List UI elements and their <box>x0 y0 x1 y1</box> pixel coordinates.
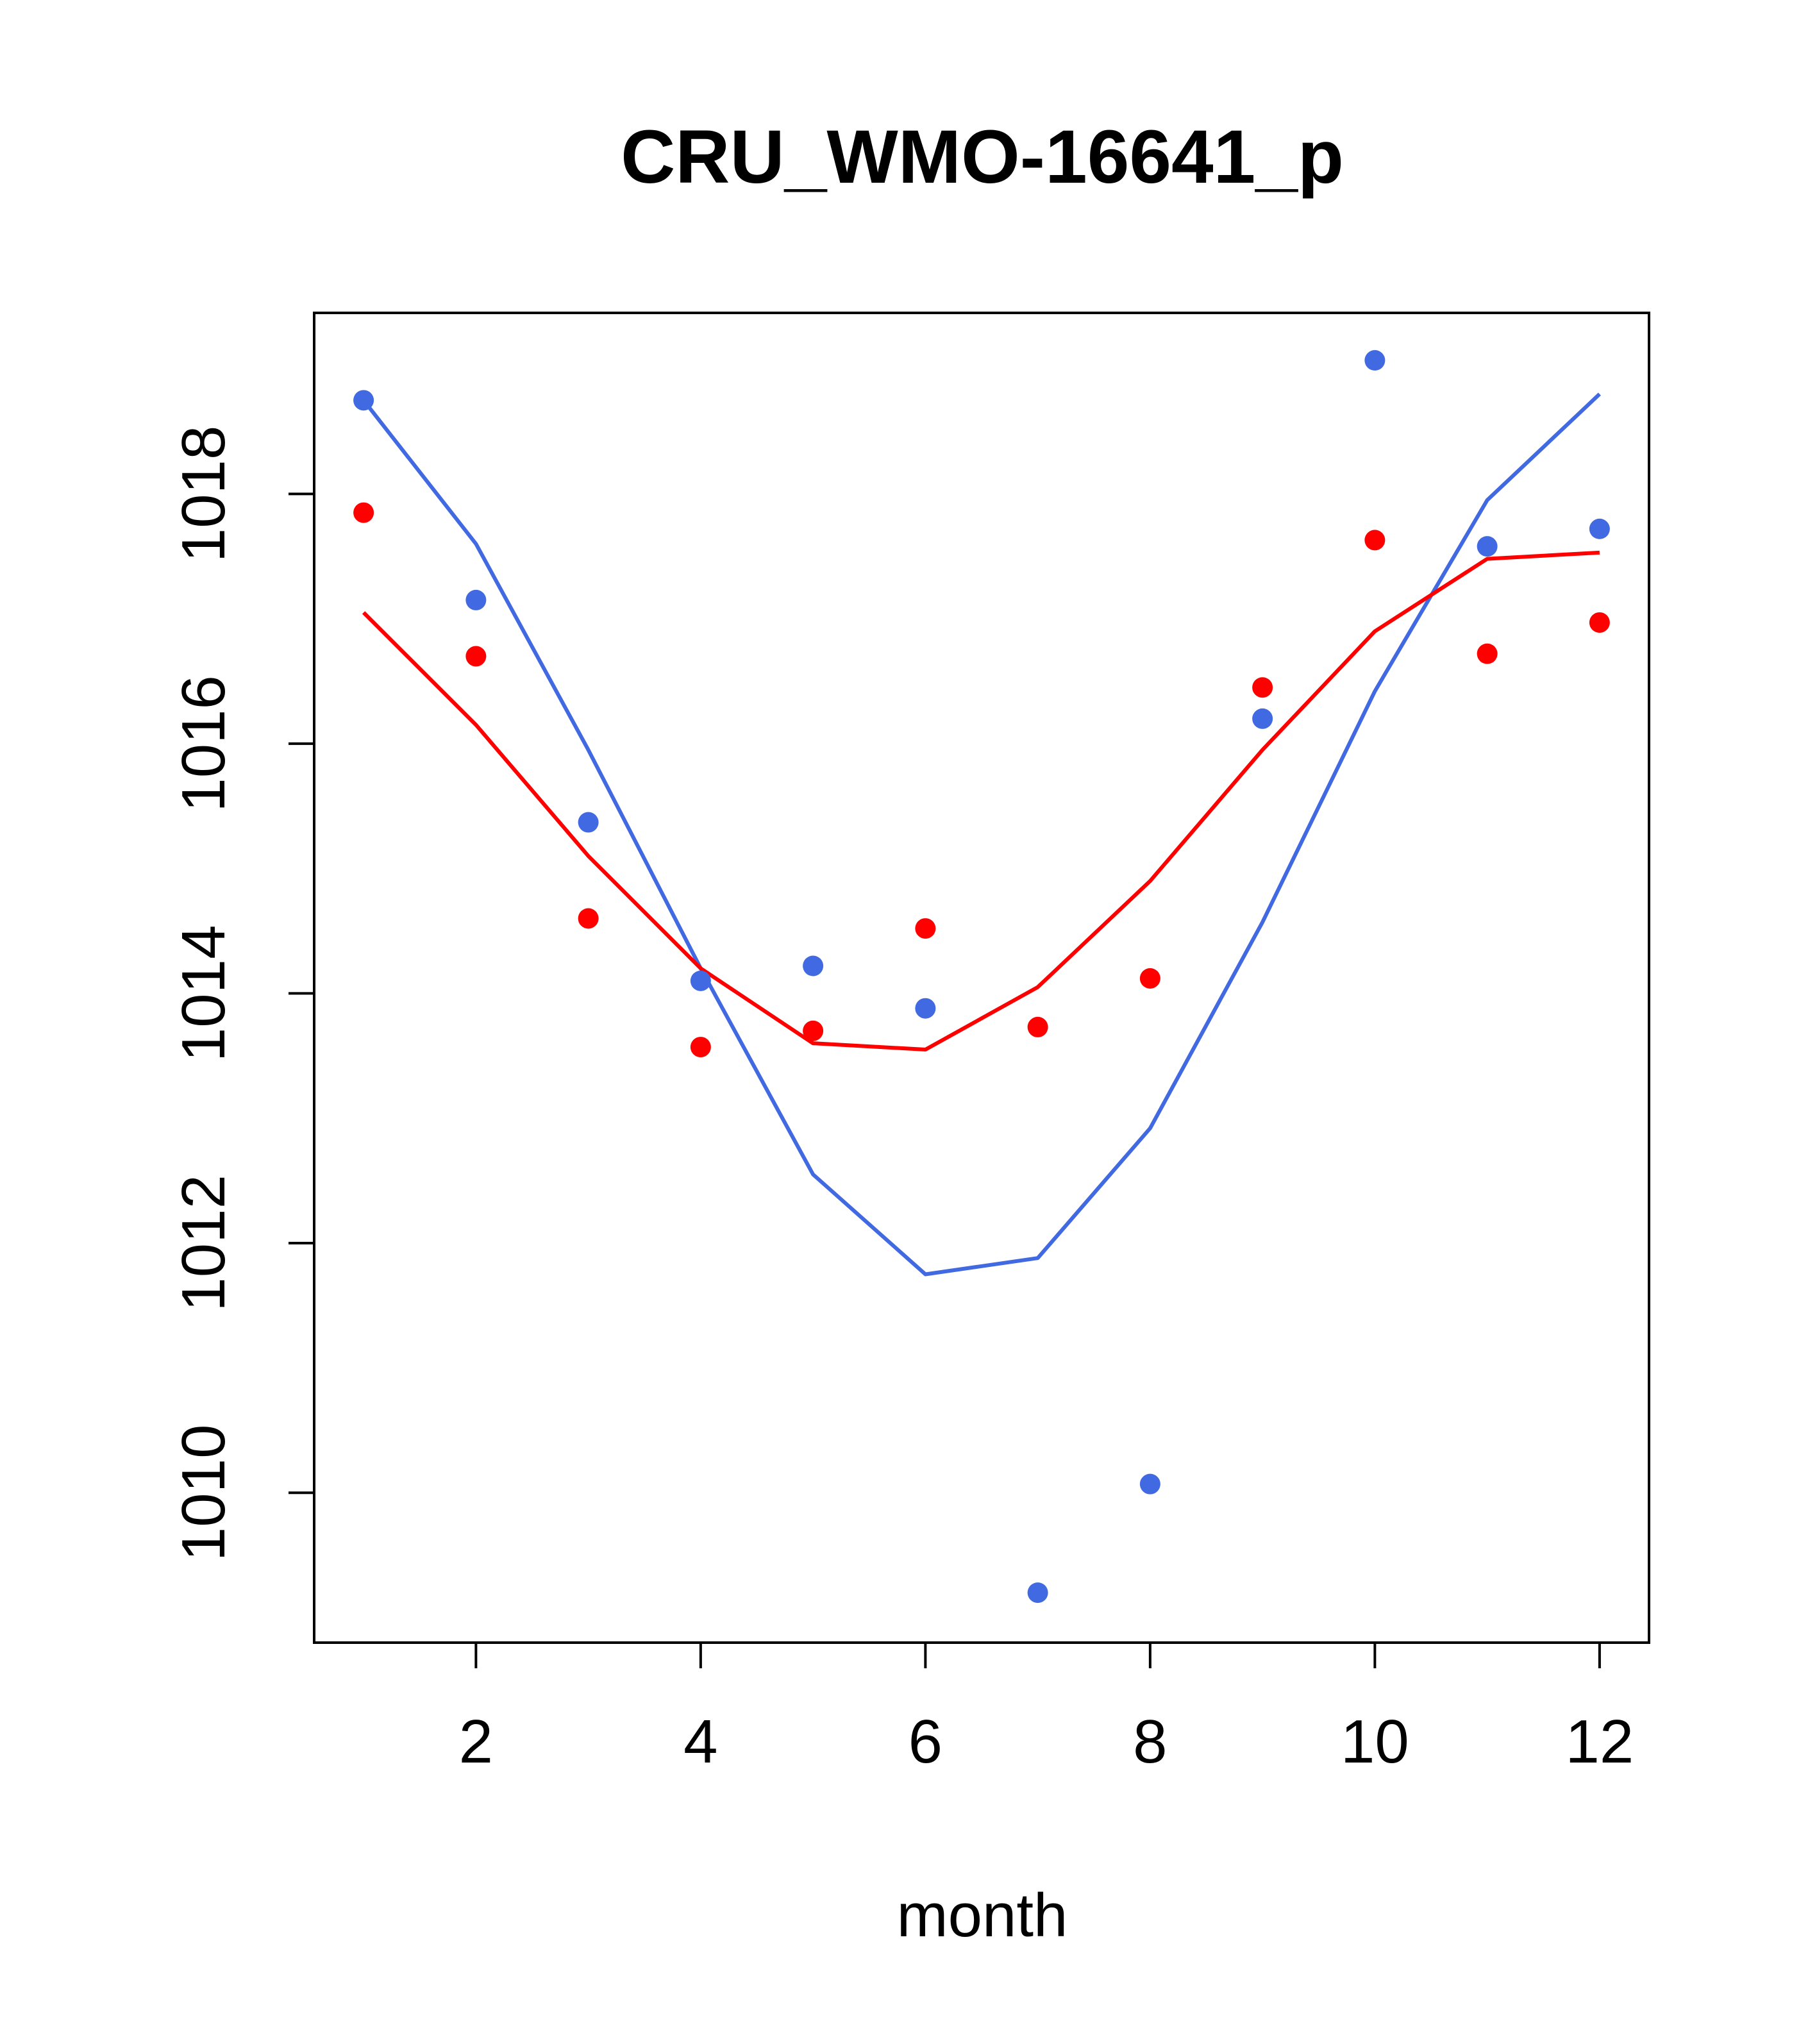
blue-point <box>1589 518 1610 539</box>
red-point <box>915 918 936 939</box>
x-axis-label: month <box>897 1881 1068 1950</box>
red-point <box>690 1037 711 1058</box>
red-line <box>362 550 1600 1051</box>
x-tick-label: 12 <box>1565 1707 1634 1776</box>
blue-point <box>578 812 599 833</box>
blue-point <box>1252 708 1273 729</box>
y-tick-label: 1014 <box>169 925 238 1062</box>
red-point <box>353 502 374 523</box>
red-point <box>1477 643 1498 664</box>
blue-point <box>915 998 936 1019</box>
y-tick-label: 1018 <box>169 426 238 563</box>
blue-point <box>353 390 374 411</box>
y-axis: 1010 1012 1014 1016 1018 <box>169 426 315 1562</box>
red-point <box>803 1020 824 1041</box>
x-tick-label: 6 <box>908 1707 942 1776</box>
y-tick-label: 1010 <box>169 1425 238 1562</box>
blue-point <box>1364 350 1386 371</box>
blue-line <box>362 392 1601 1277</box>
red-point <box>578 908 599 929</box>
x-axis: 2 4 6 8 10 12 <box>459 1641 1634 1776</box>
blue-point <box>1027 1582 1048 1604</box>
blue-point <box>465 589 487 610</box>
blue-point <box>1477 536 1498 557</box>
x-tick-label: 8 <box>1133 1707 1167 1776</box>
blue-point <box>1139 1473 1160 1495</box>
red-point <box>1589 612 1610 633</box>
x-tick-label: 2 <box>459 1707 493 1776</box>
y-tick-label: 1016 <box>169 675 238 812</box>
red-point <box>1252 677 1273 698</box>
red-point <box>465 646 487 667</box>
series-layer <box>353 350 1610 1604</box>
red-point <box>1139 968 1160 989</box>
blue-point <box>803 955 824 976</box>
blue-point <box>690 970 711 991</box>
x-tick-label: 4 <box>683 1707 717 1776</box>
red-point <box>1027 1016 1048 1037</box>
y-tick-label: 1012 <box>169 1175 238 1312</box>
red-point <box>1364 530 1386 551</box>
chart-title: CRU_WMO-16641_p <box>621 115 1344 199</box>
x-tick-label: 10 <box>1341 1707 1409 1776</box>
